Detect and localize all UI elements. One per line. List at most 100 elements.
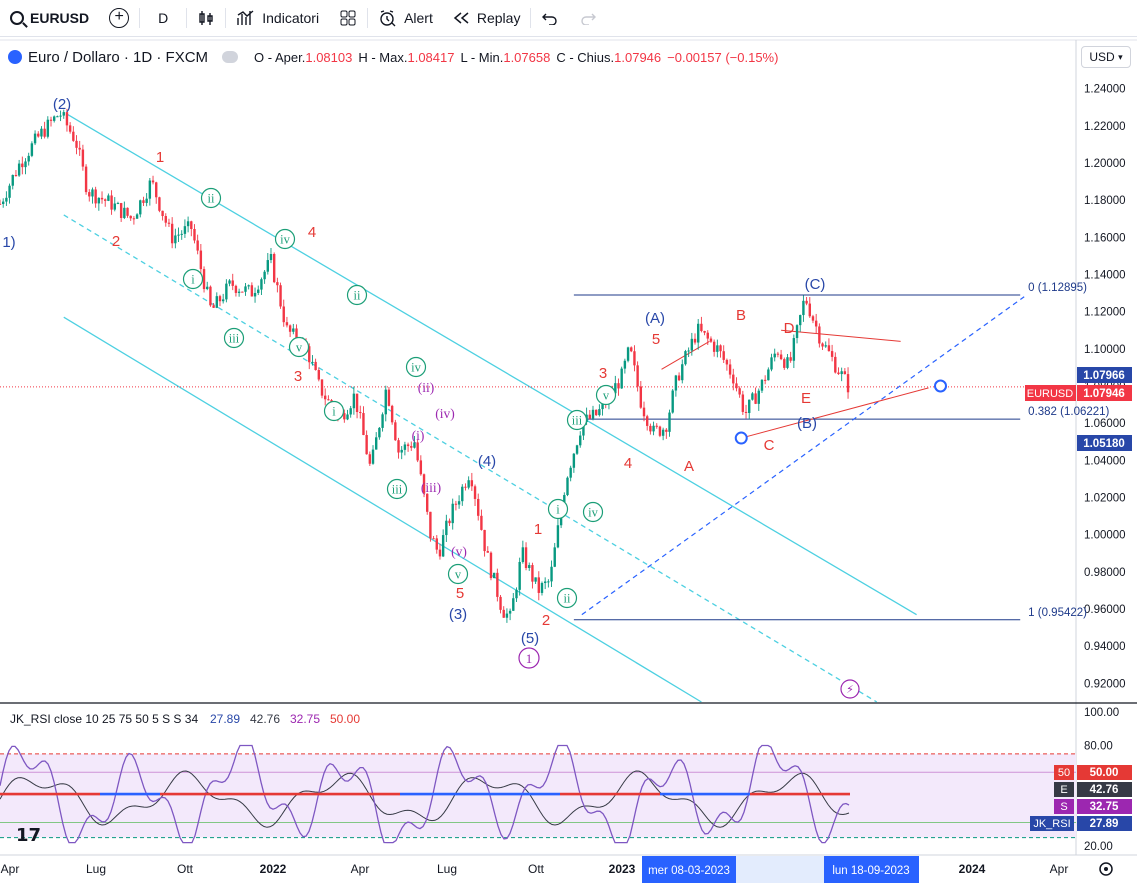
candle-body	[531, 565, 534, 582]
lightning-glyph: ⚡	[846, 683, 854, 696]
rsi-tag-label: 50	[1058, 767, 1070, 779]
candle-body	[448, 520, 451, 524]
candle-body	[486, 551, 489, 553]
candle-body	[285, 322, 289, 326]
legend-row: Euro / Dollaro · 1D · FXCM O - Aper. 1.08…	[8, 46, 784, 68]
rsi-tag-value: 32.75	[1090, 801, 1119, 813]
wave-circle	[386, 478, 408, 500]
indicators-icon	[237, 10, 254, 25]
candle-body	[1, 201, 5, 204]
candle-body	[681, 364, 684, 381]
candle-body	[225, 283, 228, 300]
candle-body	[234, 285, 238, 293]
rsi-tag-label-box	[1054, 799, 1074, 814]
symbol-search[interactable]: EURUSD	[0, 0, 99, 36]
candle-body	[68, 125, 72, 132]
rsi-tag-value: 50.00	[1090, 767, 1119, 779]
candle-body	[741, 394, 745, 412]
rsi-tag-label: JK_RSI	[1033, 818, 1070, 830]
candle-body	[626, 347, 630, 361]
candle-body	[257, 289, 260, 293]
currency-select[interactable]: USD ▾	[1081, 46, 1131, 68]
legend-toggle[interactable]	[222, 51, 239, 63]
price-tick-label: 0.98000	[1084, 567, 1126, 579]
wave-circle	[323, 400, 345, 422]
candle-body	[843, 371, 847, 375]
rsi-tag-label-box	[1054, 765, 1074, 780]
candle-body	[346, 414, 349, 420]
undo-button[interactable]	[531, 0, 569, 36]
candle-body	[190, 221, 193, 229]
candle-body	[343, 413, 346, 420]
rsi-tag-value-box	[1077, 765, 1132, 780]
candle-body	[394, 422, 397, 441]
candle-body	[508, 610, 512, 614]
compare-button[interactable]: +	[99, 0, 139, 36]
search-icon	[10, 11, 24, 25]
wave-circle	[200, 187, 222, 209]
alert-button[interactable]: Alert	[368, 0, 443, 36]
candle-body	[728, 364, 732, 375]
candle-body	[378, 427, 381, 438]
candle-body	[244, 286, 247, 292]
candle-body	[21, 163, 24, 168]
candle-body	[489, 552, 493, 579]
candle-body	[110, 195, 113, 210]
candle-body	[748, 399, 751, 413]
candle-body	[461, 486, 464, 502]
candle-body	[454, 503, 458, 505]
candle-body	[671, 390, 674, 413]
candle-body	[355, 393, 359, 413]
candle-body	[521, 547, 525, 562]
candle-body	[795, 325, 799, 339]
candle-body	[429, 511, 432, 539]
candle-body	[104, 199, 107, 201]
candle-body	[24, 161, 27, 168]
wave-label: (4)	[478, 453, 496, 470]
open-value: 1.08103	[305, 49, 353, 65]
wave-label: iv	[588, 506, 598, 520]
candle-body	[757, 390, 760, 404]
candle-body	[818, 326, 821, 344]
candle-body	[789, 357, 792, 361]
lightning-icon[interactable]	[840, 679, 860, 699]
candle-body	[135, 214, 139, 219]
settings-gear-icon[interactable]	[1099, 862, 1113, 876]
channel-mid-line	[63, 214, 878, 703]
indicators-button[interactable]: Indicatori	[226, 0, 329, 36]
time-tick-label: Apr	[351, 862, 370, 876]
candle-body	[744, 411, 748, 413]
candle-body	[406, 444, 410, 447]
divider	[186, 8, 188, 28]
candle-body	[630, 347, 633, 352]
chart-type-button[interactable]	[187, 0, 225, 36]
candle-body	[416, 442, 419, 461]
candle-body	[139, 200, 142, 215]
candle-body	[505, 613, 509, 618]
alarm-clock-icon	[380, 10, 396, 27]
wave-label: 5	[652, 331, 660, 348]
wave-circle	[447, 563, 469, 585]
rsi-legend-value: 32.75	[290, 712, 320, 726]
replay-button[interactable]: Replay	[443, 0, 531, 36]
redo-button[interactable]	[569, 0, 607, 36]
rsi-legend-value: 27.89	[210, 712, 240, 726]
candle-body	[553, 547, 556, 567]
candle-body	[582, 422, 585, 436]
candle-body	[94, 189, 97, 204]
layouts-button[interactable]	[329, 0, 367, 36]
time-tick-label: Apr	[1050, 862, 1069, 876]
candle-body	[754, 393, 757, 404]
wave-label: (i)	[412, 428, 425, 443]
candle-body	[279, 285, 282, 307]
wave-label: (B)	[797, 415, 817, 432]
triangle-lower-line	[741, 387, 929, 439]
chevron-down-icon: ▾	[1118, 51, 1123, 62]
undo-icon	[542, 13, 558, 25]
interval-button[interactable]: D	[158, 10, 169, 26]
open-label: O - Aper.	[254, 49, 306, 65]
rsi-band	[0, 753, 1076, 838]
low-label: L - Min.	[460, 49, 504, 65]
last-price-label: 1.07946	[1083, 388, 1125, 400]
